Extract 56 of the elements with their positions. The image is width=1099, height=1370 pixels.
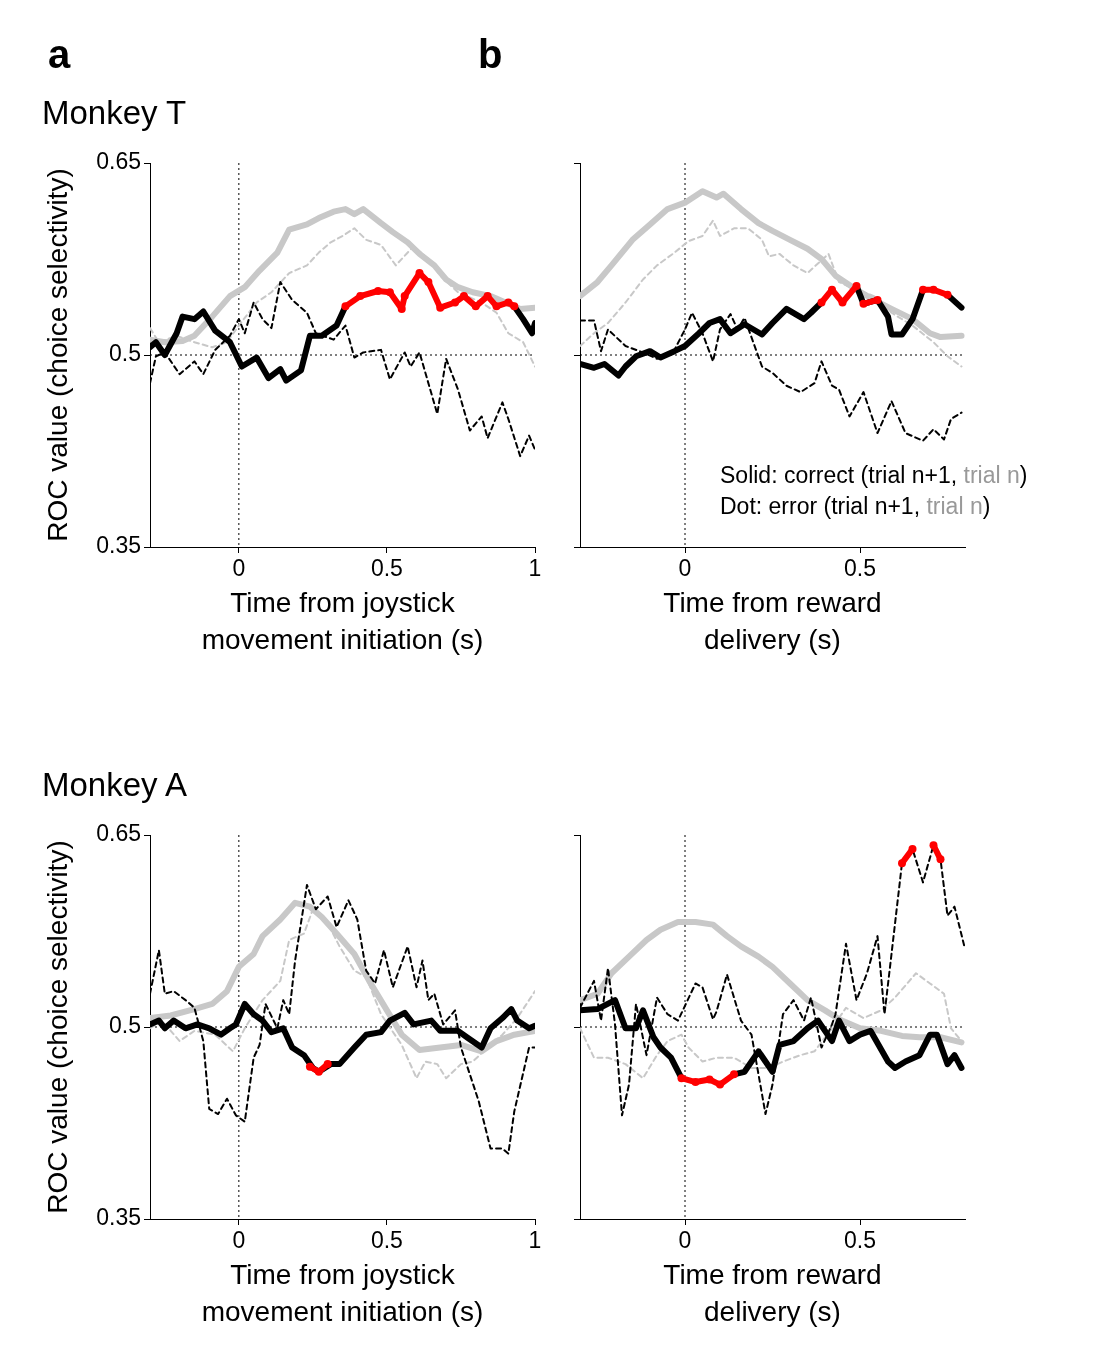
point [385, 288, 394, 297]
y-tick-label: 0.35 [96, 532, 141, 559]
point [677, 1074, 686, 1083]
y-tick-label: 0.65 [96, 820, 141, 847]
point [436, 303, 445, 312]
chart-title: Monkey A [42, 766, 187, 804]
x-tick-label: 0.5 [844, 555, 876, 582]
y-tick-label: 0.5 [109, 340, 141, 367]
x-tick-label: 1 [528, 1227, 542, 1254]
point [943, 290, 952, 299]
point [852, 281, 861, 290]
text: b [478, 32, 503, 77]
point [356, 292, 365, 301]
point [936, 855, 945, 864]
y-tick-label: 0.65 [96, 148, 141, 175]
x-tick-label: 0 [232, 555, 246, 582]
y-tick-label: 0.35 [96, 1204, 141, 1231]
point [705, 1075, 714, 1084]
point [929, 841, 938, 850]
point [691, 1078, 700, 1087]
point [873, 295, 882, 304]
y-axis-title: ROC value (choice selectivity) [42, 840, 74, 1214]
x-tick-label: 1 [528, 555, 542, 582]
x-tick-label: 0.5 [844, 1227, 876, 1254]
point [510, 302, 519, 311]
point [859, 299, 868, 308]
y-tick-label: 0.5 [109, 1012, 141, 1039]
y-axis-title: ROC value (choice selectivity) [42, 168, 74, 542]
point [424, 278, 433, 287]
point [471, 302, 480, 311]
point [716, 1080, 724, 1089]
point [400, 292, 409, 301]
x-tick-label: 0.5 [370, 555, 403, 582]
point [929, 285, 938, 294]
point [908, 845, 917, 854]
point [504, 298, 513, 307]
point [817, 298, 826, 307]
x-axis-title: Time from reward delivery (s) [662, 1258, 883, 1329]
x-tick-label: 0.5 [370, 1227, 403, 1254]
chart-title: Monkey T [42, 94, 187, 132]
point [374, 287, 383, 295]
point [898, 859, 906, 868]
x-axis-title: Time from reward delivery (s) [662, 586, 883, 657]
point [451, 298, 460, 307]
x-tick-label: 0 [678, 1227, 692, 1254]
x-axis-title: Time from joystick movement initiation (s) [200, 586, 485, 657]
point [492, 302, 501, 311]
x-tick-label: 0 [232, 1227, 246, 1254]
x-axis-title: Time from joystick movement initiation (s) [200, 1258, 485, 1329]
point [341, 302, 350, 311]
point [730, 1070, 738, 1079]
annotation: Dot: error (trial n+1, trial n) [720, 493, 991, 520]
text: a [48, 32, 71, 77]
annotation: Solid: correct (trial n+1, trial n) [720, 462, 1028, 489]
point [919, 285, 927, 294]
x-tick-label: 0 [678, 555, 692, 582]
